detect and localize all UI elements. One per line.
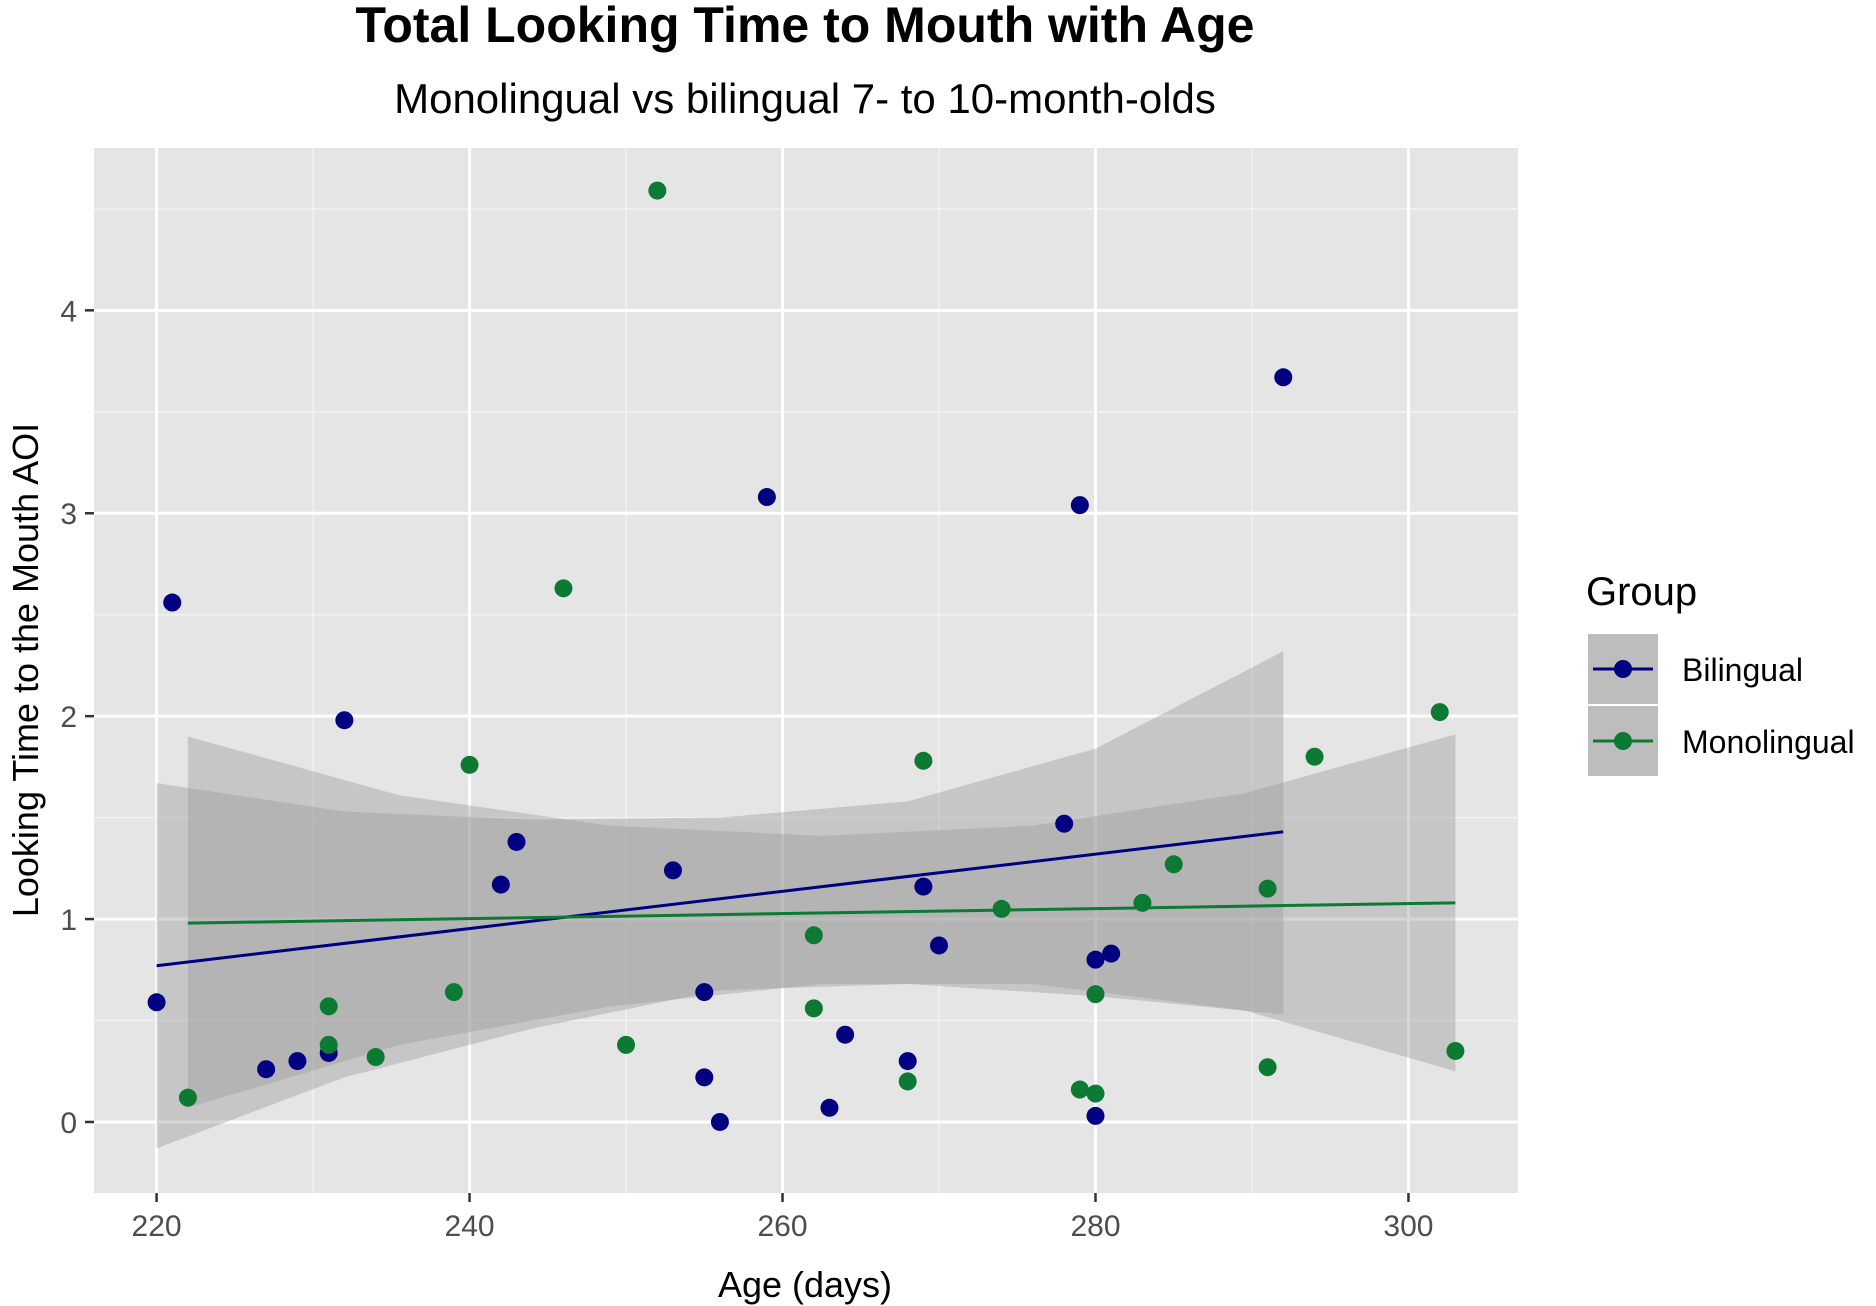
legend-dot-bilingual [1614,660,1632,678]
point-bilingual [1070,496,1089,515]
point-bilingual [1086,1106,1105,1125]
point-monolingual [804,926,823,945]
data-points [147,181,1465,1131]
point-monolingual [460,755,479,774]
point-bilingual [695,983,714,1002]
point-monolingual [319,997,338,1016]
point-monolingual [1305,747,1324,766]
point-bilingual [1102,944,1121,963]
point-monolingual [1133,893,1152,912]
fit-lines [156,830,1456,968]
point-bilingual [1086,950,1105,969]
point-bilingual [663,861,682,880]
y-axis-label: Looking Time to the Mouth AOI [5,423,46,917]
legend-item-monolingual: Monolingual [1588,706,1855,776]
fit-line-monolingual [187,901,1456,925]
point-bilingual [695,1068,714,1087]
point-bilingual [491,875,510,894]
plot-panel [94,148,1518,1193]
point-bilingual [1055,814,1074,833]
point-bilingual [930,936,949,955]
point-bilingual [757,488,776,507]
point-bilingual [820,1098,839,1117]
point-bilingual [836,1025,855,1044]
x-tick-label: 300 [1383,1210,1433,1243]
x-tick-label: 240 [445,1210,495,1243]
point-monolingual [178,1088,197,1107]
confidence-band-monolingual [187,734,1456,1108]
x-tick-label: 220 [132,1210,182,1243]
point-monolingual [1164,855,1183,874]
point-monolingual [617,1035,636,1054]
point-monolingual [1086,1084,1105,1103]
point-monolingual [319,1035,338,1054]
y-axis: 0 1 2 3 4 [60,295,94,1140]
grid-major [94,148,1518,1193]
legend: Group Bilingual Monolingual [1586,570,1855,776]
legend-label-monolingual: Monolingual [1682,724,1855,760]
chart-title: Total Looking Time to Mouth with Age [356,0,1255,53]
point-monolingual [444,983,463,1002]
point-monolingual [914,751,933,770]
x-axis: 220 240 260 280 300 [132,1193,1433,1243]
point-monolingual [648,181,667,200]
chart-subtitle: Monolingual vs bilingual 7- to 10-month-… [394,75,1216,122]
point-monolingual [992,899,1011,918]
legend-label-bilingual: Bilingual [1682,652,1803,688]
legend-title: Group [1586,570,1697,614]
point-bilingual [507,832,526,851]
point-monolingual [554,579,573,598]
point-monolingual [1446,1041,1465,1060]
legend-dot-monolingual [1614,732,1632,750]
point-monolingual [1070,1080,1089,1099]
point-bilingual [257,1060,276,1079]
grid-minor [94,148,1518,1193]
point-monolingual [898,1072,917,1091]
point-monolingual [1258,879,1277,898]
y-tick-label: 2 [60,701,77,734]
point-bilingual [898,1052,917,1071]
point-monolingual [366,1048,385,1067]
y-tick-label: 4 [60,295,77,328]
y-tick-label: 3 [60,498,77,531]
x-axis-label: Age (days) [718,1264,892,1305]
point-monolingual [1086,985,1105,1004]
point-monolingual [1258,1058,1277,1077]
point-bilingual [163,593,182,612]
point-monolingual [1430,703,1449,722]
point-bilingual [914,877,933,896]
point-bilingual [335,711,354,730]
legend-item-bilingual: Bilingual [1588,634,1803,704]
point-bilingual [1274,368,1293,387]
point-monolingual [804,999,823,1018]
point-bilingual [710,1112,729,1131]
point-bilingual [147,993,166,1012]
fit-line-bilingual [156,830,1284,968]
x-tick-label: 260 [757,1210,807,1243]
y-tick-label: 0 [60,1107,77,1140]
point-bilingual [288,1052,307,1071]
x-tick-label: 280 [1070,1210,1120,1243]
y-tick-label: 1 [60,904,77,937]
